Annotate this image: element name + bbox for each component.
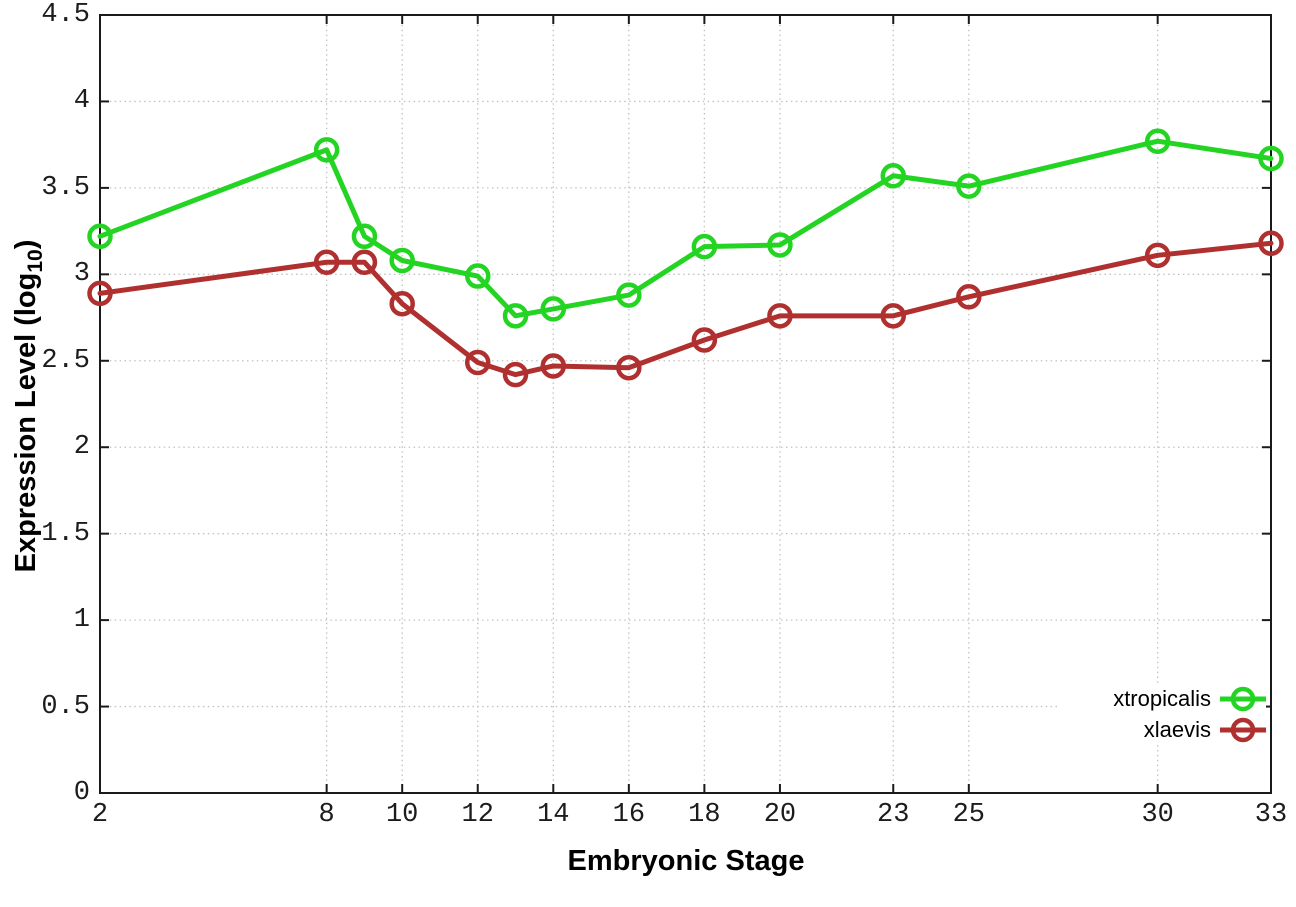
data-point-xtropicalis: [1144, 128, 1171, 154]
data-point-xlaevis: [464, 349, 491, 376]
legend-item-xlaevis: xlaevis: [1059, 714, 1266, 745]
y-tick-label: 3: [73, 259, 90, 290]
x-tick-label: 18: [688, 800, 721, 830]
data-point-xtropicalis: [540, 296, 567, 322]
data-point-xlaevis: [1258, 230, 1284, 256]
y-tick-label: 0.5: [41, 691, 90, 722]
x-tick-label: 8: [318, 800, 335, 830]
data-point-xlaevis: [540, 353, 567, 379]
data-point-xlaevis: [502, 361, 529, 388]
data-point-xtropicalis: [313, 137, 340, 163]
data-point-xtropicalis: [880, 163, 907, 189]
x-tick-label: 16: [612, 800, 646, 830]
x-tick-label: 30: [1141, 800, 1174, 830]
legend-label-xtropicalis: xtropicalis: [1113, 685, 1211, 711]
data-point-xtropicalis: [767, 232, 793, 258]
data-point-xlaevis: [1144, 242, 1171, 269]
data-point-xlaevis: [880, 303, 907, 329]
y-tick-label: 2: [73, 432, 90, 463]
y-tick-label: 1.5: [41, 518, 90, 549]
x-tick-label: 20: [763, 800, 797, 830]
data-point-xlaevis: [767, 303, 793, 329]
legend-label-xlaevis: xlaevis: [1143, 716, 1211, 742]
xtropicalis-line-marker-icon: [1220, 686, 1266, 711]
y-tick-label: 4.5: [41, 0, 90, 30]
data-point-xtropicalis: [1258, 145, 1284, 172]
data-point-xlaevis: [351, 249, 378, 275]
data-point-xtropicalis: [956, 173, 982, 199]
series-line-xtropicalis: [97, 138, 1274, 319]
y-tick-label: 0: [73, 778, 90, 808]
xlaevis-line-marker-icon: [1220, 717, 1266, 742]
data-point-xlaevis: [389, 290, 415, 317]
x-tick-label: 10: [385, 800, 419, 830]
data-point-xtropicalis: [87, 223, 113, 250]
x-axis-title: Embryonic Stage: [567, 845, 805, 877]
legend-item-xtropicalis: xtropicalis: [1059, 683, 1266, 714]
y-tick-label: 2.5: [41, 345, 90, 376]
x-tick-label: 23: [877, 800, 910, 830]
y-axis-title-suffix: ): [10, 239, 42, 250]
y-tick-label: 4: [73, 86, 90, 117]
legend: xtropicalis xlaevis: [1059, 683, 1266, 745]
x-tick-label: 25: [952, 800, 985, 830]
data-point-xlaevis: [616, 354, 642, 381]
data-point-xtropicalis: [464, 263, 491, 289]
data-point-xtropicalis: [502, 303, 529, 329]
plot-border: [99, 14, 1272, 794]
y-tick-label: 3.5: [41, 172, 90, 203]
x-tick-label: 2: [91, 800, 109, 830]
x-tick-label: 33: [1254, 800, 1288, 830]
y-tick-label: 1: [73, 605, 90, 636]
data-point-xlaevis: [956, 284, 982, 310]
x-tick-label: 12: [461, 800, 494, 830]
data-point-xlaevis: [87, 280, 113, 307]
x-tick-label: 14: [537, 800, 570, 830]
data-point-xtropicalis: [616, 282, 642, 308]
data-point-xtropicalis: [691, 233, 718, 260]
data-point-xtropicalis: [351, 223, 378, 250]
data-point-xtropicalis: [389, 247, 415, 274]
data-point-xlaevis: [691, 327, 718, 353]
data-point-xlaevis: [313, 249, 340, 275]
series-line-xlaevis: [97, 240, 1274, 378]
